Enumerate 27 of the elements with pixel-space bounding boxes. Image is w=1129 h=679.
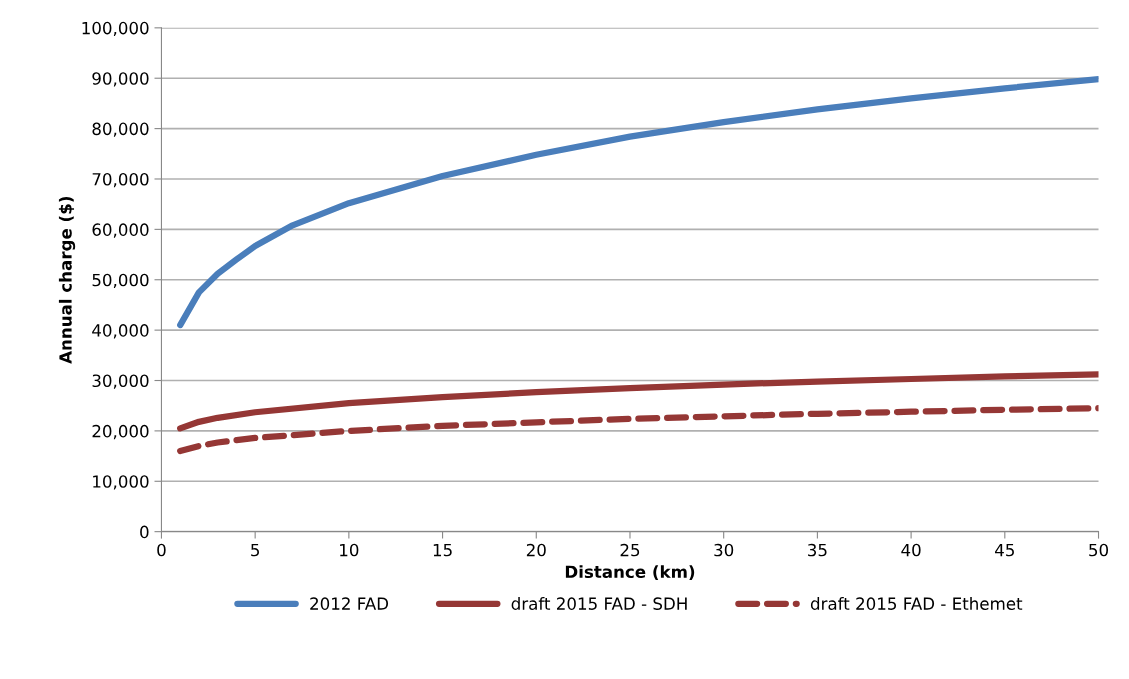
- y-tick-label: 0: [140, 525, 149, 539]
- y-tick-label: 70,000: [92, 172, 149, 188]
- x-tick-label: 50: [1089, 543, 1109, 557]
- x-tick-label: 5: [251, 543, 259, 557]
- y-tick-label: 10,000: [93, 475, 149, 490]
- legend-label: draft 2015 FAD - Ethemet: [810, 597, 1023, 610]
- y-axis-title: Annual charge ($): [58, 197, 76, 364]
- x-tick-label: 0: [157, 543, 166, 557]
- x-tick-label: 25: [620, 543, 640, 557]
- y-tick-label: 50,000: [92, 273, 149, 289]
- x-axis-title: Distance (km): [565, 565, 695, 581]
- x-tick-label: 20: [526, 543, 546, 557]
- x-tick-label: 45: [995, 543, 1014, 557]
- x-tick-label: 30: [714, 543, 734, 557]
- x-tick-label: 10: [340, 543, 359, 557]
- y-tick-label: 60,000: [92, 223, 149, 238]
- x-tick-label: 15: [433, 543, 452, 557]
- y-tick-label: 90,000: [92, 72, 149, 87]
- y-tick-label: 40,000: [92, 324, 149, 339]
- y-tick-label: 20,000: [92, 424, 149, 440]
- y-tick-label: 30,000: [92, 374, 149, 389]
- legend-label: 2012 FAD: [310, 597, 389, 610]
- x-tick-label: 35: [808, 543, 827, 557]
- x-tick-label: 40: [901, 543, 921, 557]
- y-tick-label: 80,000: [92, 122, 149, 137]
- y-tick-label: 100,000: [82, 21, 149, 37]
- legend-label: draft 2015 FAD - SDH: [511, 597, 687, 610]
